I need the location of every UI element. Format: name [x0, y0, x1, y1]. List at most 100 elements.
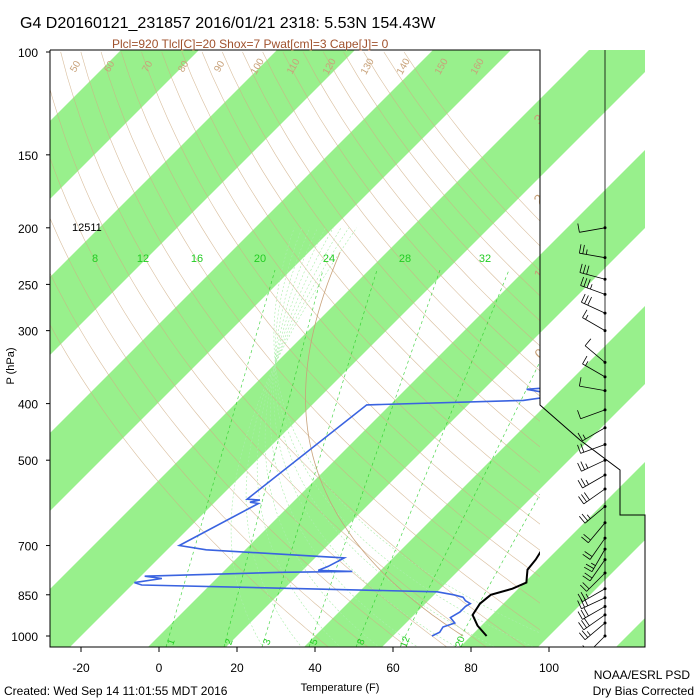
wind-barb [581, 293, 607, 315]
barb-flag [585, 314, 589, 320]
barb-dot [603, 604, 607, 608]
mixing-ratio-label: 5 [309, 637, 321, 646]
dry-adiabat [343, 51, 540, 297]
dry-adiabat [282, 51, 540, 372]
barb-flag [577, 600, 582, 609]
barb-dot [603, 277, 607, 281]
x-tick-label: 60 [386, 661, 400, 675]
y-tick-label: 500 [18, 454, 38, 468]
barb-flag [580, 609, 586, 618]
wind-barb [578, 621, 607, 641]
y-tick-label: 250 [18, 278, 38, 292]
barb-dot [603, 547, 607, 551]
barb-flag [590, 284, 593, 290]
barb-flag [582, 553, 591, 560]
x-axis-label: Temperature (F) [301, 682, 380, 694]
barb-dot [603, 292, 607, 296]
barb-flag [590, 562, 596, 566]
barb-flag [583, 597, 589, 606]
barb-dot [603, 521, 607, 525]
barb-flag [583, 492, 590, 501]
wind-barb [577, 443, 607, 454]
barb-dot [603, 504, 607, 508]
wind-barbs [577, 223, 607, 647]
barb-dot [603, 621, 607, 625]
mixing-ratio-label: 20 [254, 253, 266, 265]
x-tick-label: 100 [539, 661, 559, 675]
plot-frame [49, 49, 646, 648]
barb-shaft [580, 285, 606, 295]
temperature-series-line [471, 550, 540, 637]
barb-flag [578, 632, 586, 640]
barb-flag [577, 432, 583, 441]
wind-barb [582, 309, 607, 333]
barb-flag [578, 622, 585, 631]
y-axis: 100 150 200 250 300 400 500 700 850 1000 [11, 46, 50, 644]
created-timestamp: Created: Wed Sep 14 11:01:55 MDT 2016 [4, 684, 228, 698]
mixing-ratio-line [223, 269, 324, 647]
temperature-band [540, 462, 645, 646]
barb-flag [583, 533, 591, 541]
y-tick-label: 1000 [11, 630, 38, 644]
barb-shaft [582, 474, 606, 489]
barb-flag [580, 443, 585, 453]
x-tick-label: 20 [230, 661, 244, 675]
barb-flag [584, 551, 593, 557]
barb-flag [584, 338, 592, 346]
barb-shaft [582, 588, 606, 603]
barb-shaft [589, 559, 606, 582]
barb-flag [582, 309, 588, 318]
barb-dot [603, 389, 607, 393]
height-label: 12511 [72, 222, 102, 234]
wind-barb [577, 604, 607, 620]
mixing-ratio-label: 8 [92, 253, 98, 265]
wetbulb-label: 20 [530, 185, 552, 207]
barb-flag [586, 279, 591, 288]
wind-barb [579, 263, 607, 281]
barb-flag [585, 361, 589, 366]
barb-flag [585, 479, 589, 485]
barb-flag [579, 377, 582, 387]
dry-adiabat [50, 88, 487, 647]
barb-flag [586, 631, 591, 636]
barb-flag [582, 582, 590, 590]
barb-dot [603, 596, 607, 600]
wind-panel [540, 50, 645, 647]
mixing-ratio-label: 32 [479, 253, 491, 265]
barb-flag [582, 264, 586, 274]
barb-flag [580, 478, 586, 487]
temperature-band [540, 50, 645, 178]
x-tick-label: 80 [464, 661, 478, 675]
barb-dot [603, 408, 607, 412]
barb-flag [581, 630, 589, 638]
barb-flag [580, 598, 585, 608]
mixing-ratio-line [308, 269, 441, 647]
dry-adiabat [161, 51, 540, 525]
x-tick-label: 0 [156, 661, 163, 675]
dry-adiabat [60, 51, 527, 647]
dry-adiabat [222, 51, 540, 448]
temperature-band [50, 99, 540, 647]
barb-shaft [583, 488, 606, 505]
wind-barb [577, 473, 607, 489]
y-tick-label: 150 [18, 149, 38, 163]
barb-shaft [586, 572, 606, 592]
barb-shaft [584, 345, 606, 363]
barb-flag [581, 494, 587, 503]
barb-shaft [580, 444, 606, 454]
dry-adiabat [50, 157, 448, 647]
mixing-ratio-label: 12 [137, 253, 149, 265]
wetbulb-label: 30 [530, 105, 552, 127]
theta-label: 50 [68, 59, 83, 75]
moist-adiabat [273, 227, 457, 647]
barb-flag [583, 618, 590, 627]
barb-shaft [591, 548, 606, 572]
barb-flag [581, 536, 589, 544]
barb-dot [603, 473, 607, 477]
wetbulb-label: 0 [531, 345, 548, 362]
barb-dot [603, 426, 607, 430]
barb-flag [579, 244, 582, 254]
wind-barb [582, 536, 607, 560]
barb-shaft [582, 317, 606, 331]
theta-label: 60 [102, 59, 117, 75]
